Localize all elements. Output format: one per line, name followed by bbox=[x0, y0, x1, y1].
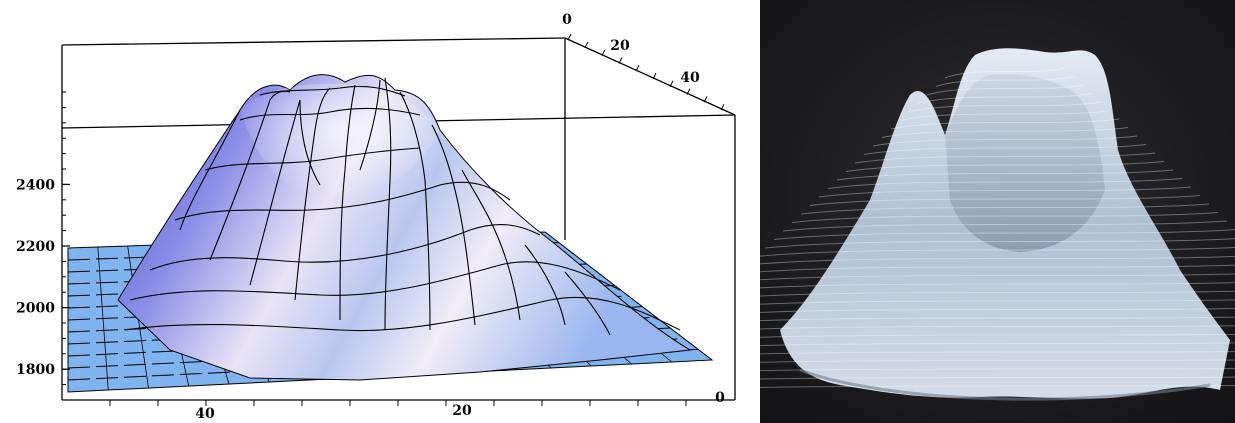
surface-mesh-line bbox=[179, 109, 241, 231]
print-layer-line bbox=[760, 264, 1235, 273]
surface-mesh-line bbox=[124, 296, 681, 332]
front-tick-label: 20 bbox=[452, 403, 472, 419]
print-layer-line bbox=[760, 290, 1235, 297]
front-axis: 40 20 0 bbox=[109, 390, 725, 422]
surface-mesh-line bbox=[239, 107, 421, 121]
back-tick-mark bbox=[686, 88, 691, 95]
printed-model-photo bbox=[760, 0, 1235, 423]
back-tick-label: 20 bbox=[610, 38, 630, 54]
print-layer-line bbox=[791, 212, 1219, 223]
print-layer-line bbox=[760, 368, 1235, 372]
back-tick-label: 0 bbox=[562, 12, 572, 28]
print-layer-line bbox=[760, 316, 1235, 322]
base-grid-line bbox=[97, 246, 109, 391]
back-tick-mark bbox=[703, 96, 708, 103]
print-layer-line bbox=[760, 359, 1235, 363]
surface-plot-panel: 1800 2000 2200 2400 40 20 0 0 20 40 bbox=[16, 12, 736, 422]
back-tick-mark bbox=[635, 64, 640, 72]
surface-mesh-line bbox=[399, 91, 431, 331]
print-layer-line bbox=[836, 169, 1174, 181]
back-tick-mark bbox=[584, 41, 589, 49]
print-layer-line bbox=[760, 376, 1235, 380]
z-tick-label: 2400 bbox=[16, 177, 55, 193]
photo-3d-print bbox=[760, 0, 1235, 423]
surface-mesh-line bbox=[461, 169, 521, 321]
print-layer-line bbox=[760, 350, 1235, 355]
back-tick-mark bbox=[567, 33, 572, 41]
surface-mesh-line bbox=[129, 261, 621, 301]
surface-mesh-line bbox=[359, 79, 381, 171]
print-layer-line bbox=[760, 247, 1235, 257]
print-layer-line bbox=[760, 325, 1235, 330]
print-layer-line bbox=[890, 118, 1120, 130]
surface-mesh-line bbox=[149, 224, 541, 271]
print-layer-line bbox=[944, 67, 1066, 79]
back-tick-mark bbox=[720, 103, 725, 111]
surface-mesh-line bbox=[299, 99, 321, 186]
print-layer-line bbox=[917, 93, 1093, 104]
back-tick-mark bbox=[652, 72, 657, 80]
print-layer-line bbox=[760, 282, 1235, 289]
z-tick-label: 2200 bbox=[16, 239, 55, 255]
print-layer-line bbox=[760, 299, 1235, 305]
print-layer-line bbox=[854, 152, 1156, 164]
surface-mesh-line bbox=[339, 84, 356, 321]
back-tick-mark bbox=[618, 57, 623, 64]
print-layer-line bbox=[782, 220, 1228, 232]
back-tick-mark bbox=[669, 80, 674, 88]
surface-mesh-line bbox=[294, 87, 331, 301]
back-tick-mark bbox=[601, 49, 606, 56]
print-layer-line bbox=[872, 135, 1138, 147]
back-axis: 0 20 40 bbox=[562, 12, 725, 111]
print-layer-line bbox=[899, 110, 1111, 121]
print-layer-line bbox=[800, 203, 1210, 215]
z-tick-label: 1800 bbox=[16, 362, 55, 378]
print-layer-line bbox=[827, 178, 1183, 189]
print-layer-line bbox=[760, 342, 1235, 347]
print-layer-line bbox=[881, 127, 1129, 138]
front-tick-label: 0 bbox=[715, 390, 725, 406]
print-layer-line bbox=[760, 308, 1235, 313]
print-layer-line bbox=[926, 84, 1084, 96]
surface-mesh-line bbox=[431, 124, 476, 326]
surface-mesh-line bbox=[564, 271, 611, 336]
print-layer-line bbox=[935, 76, 1075, 87]
surface-mesh-line bbox=[524, 244, 566, 326]
surface-mesh-line bbox=[209, 90, 291, 261]
surface-mesh bbox=[117, 74, 692, 381]
print-layer-line bbox=[818, 186, 1192, 198]
z-tick-label: 2000 bbox=[16, 301, 55, 317]
print-layer-line bbox=[760, 333, 1235, 338]
print-layer-line bbox=[760, 255, 1235, 265]
surface-mesh-line bbox=[174, 181, 511, 221]
print-layer-line bbox=[845, 161, 1165, 172]
surface-mesh-line bbox=[249, 99, 301, 286]
z-axis: 1800 2000 2200 2400 bbox=[16, 91, 70, 401]
back-tick-label: 40 bbox=[680, 70, 700, 86]
surface-plot: 1800 2000 2200 2400 40 20 0 0 20 40 bbox=[16, 12, 736, 422]
print-layer-line bbox=[809, 195, 1201, 206]
print-layer-line bbox=[863, 144, 1147, 155]
front-tick-label: 40 bbox=[195, 406, 215, 422]
surface-mesh-line bbox=[384, 77, 392, 331]
print-layer-line bbox=[760, 385, 1235, 388]
print-layer-line bbox=[908, 101, 1102, 113]
print-layer-line bbox=[773, 229, 1235, 240]
print-layer-line bbox=[764, 238, 1235, 249]
print-layer-line bbox=[760, 273, 1235, 281]
